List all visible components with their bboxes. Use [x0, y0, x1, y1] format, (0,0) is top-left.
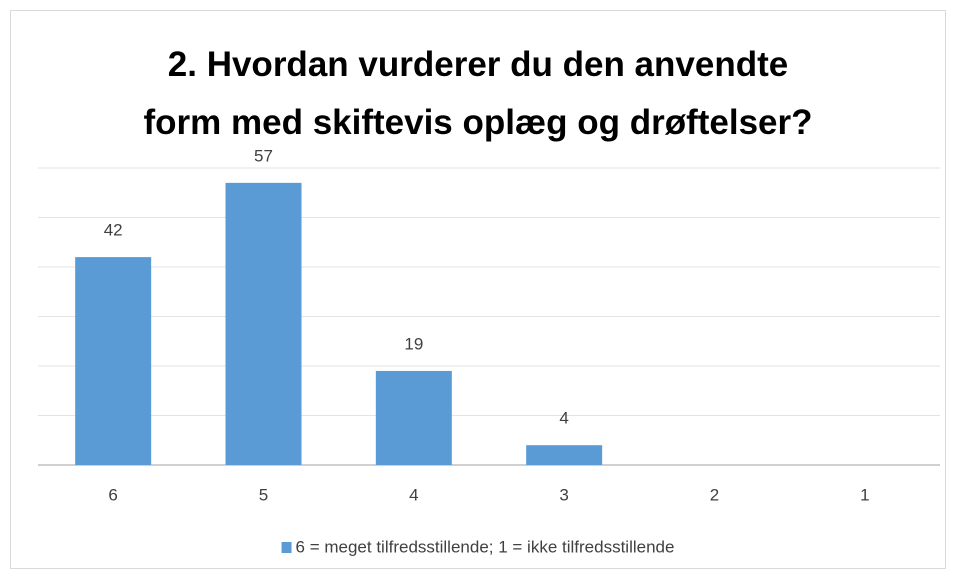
- bar: [75, 257, 152, 465]
- bar: [526, 445, 603, 465]
- data-label: 19: [404, 334, 423, 353]
- x-tick-label: 5: [259, 485, 268, 504]
- x-tick-label: 6: [108, 485, 117, 504]
- bar: [375, 370, 452, 465]
- x-tick-label: 3: [559, 485, 568, 504]
- chart-frame: [10, 10, 946, 569]
- x-tick-label: 2: [710, 485, 719, 504]
- chart-title: 2. Hvordan vurderer du den anvendte form…: [143, 45, 813, 142]
- x-tick-label: 1: [860, 485, 869, 504]
- bar: [225, 182, 302, 465]
- data-label: 57: [254, 146, 273, 165]
- legend-label: 6 = meget tilfredsstillende; 1 = ikke ti…: [296, 537, 675, 556]
- legend-swatch: [281, 542, 292, 553]
- x-tick-label: 4: [409, 485, 418, 504]
- data-label: 4: [559, 409, 568, 428]
- data-label: 42: [104, 221, 123, 240]
